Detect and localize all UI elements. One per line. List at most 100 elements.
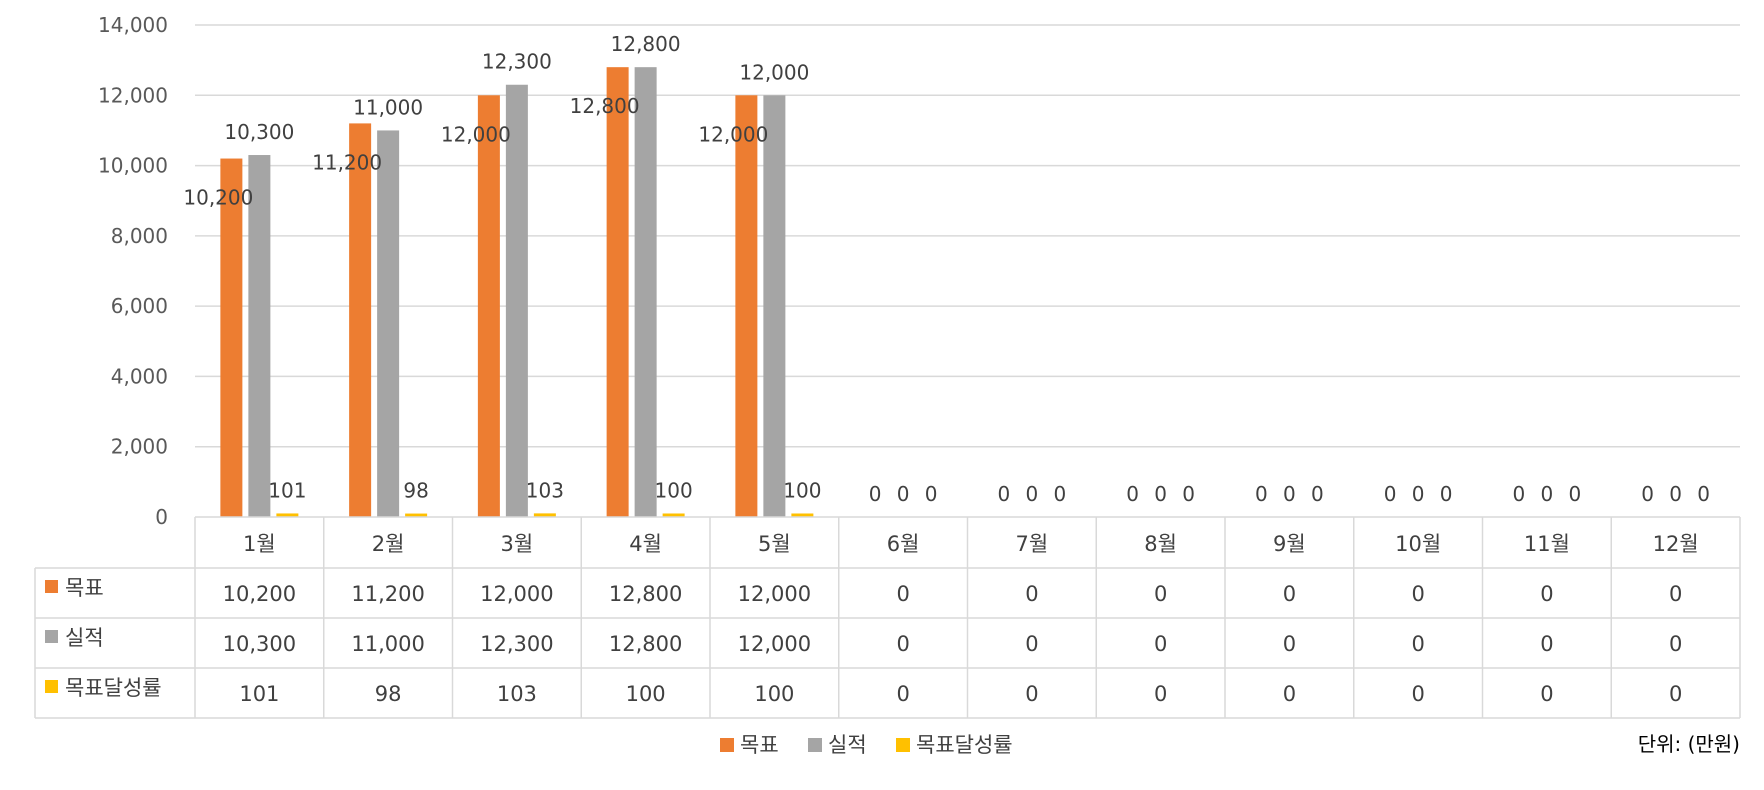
- bar: [248, 155, 271, 517]
- table-cell: 12,300: [480, 632, 553, 656]
- data-labels: 10,200 10,300 101 11,200 11,000 98 12,000 12,30…: [183, 32, 1710, 506]
- y-tick-label: 6,000: [111, 294, 168, 318]
- table-legend-key: [45, 680, 58, 693]
- data-label: 0: [998, 482, 1011, 506]
- table-category-label: 9월: [1273, 532, 1306, 556]
- data-label: 0: [1697, 482, 1710, 506]
- bar: [533, 513, 556, 517]
- bar: [505, 84, 528, 517]
- table-cell: 0: [1669, 632, 1682, 656]
- table-cell: 100: [754, 682, 794, 706]
- bar: [791, 513, 814, 517]
- table-category-label: 1월: [243, 532, 276, 556]
- bar: [477, 95, 500, 518]
- table-category-label: 8월: [1144, 532, 1177, 556]
- data-label: 0: [1026, 482, 1039, 506]
- table-series-name: 목표: [65, 576, 104, 600]
- data-label: 12,000: [698, 122, 768, 146]
- data-label: 0: [1440, 482, 1453, 506]
- table-category-label: 3월: [501, 532, 534, 556]
- table-cell: 11,200: [351, 582, 424, 606]
- data-label: 0: [1182, 482, 1195, 506]
- y-axis-ticks: 0 2,000 4,000 6,000 8,000 10,000 12,000 14,000: [98, 13, 168, 529]
- table-category-label: 10월: [1395, 532, 1441, 556]
- table-cell: 0: [1669, 582, 1682, 606]
- table-series-name: 실적: [65, 626, 104, 650]
- table-category-label: 7월: [1016, 532, 1049, 556]
- data-label: 98: [403, 479, 428, 503]
- table-cell: 0: [896, 632, 909, 656]
- table-cell: 0: [1283, 682, 1296, 706]
- table-cell: 0: [1154, 582, 1167, 606]
- bar: [276, 513, 299, 517]
- bar: [377, 130, 400, 517]
- legend-key: [808, 738, 822, 752]
- table-cell: 0: [1025, 582, 1038, 606]
- data-label: 0: [1384, 482, 1397, 506]
- data-label: 0: [869, 482, 882, 506]
- data-label: 100: [655, 478, 693, 502]
- data-label: 0: [1154, 482, 1167, 506]
- table-cell: 0: [1283, 632, 1296, 656]
- table-cell: 0: [1025, 682, 1038, 706]
- table-cell: 12,000: [738, 632, 811, 656]
- data-label: 0: [925, 482, 938, 506]
- table-cell: 0: [1540, 632, 1553, 656]
- table-cell: 0: [896, 582, 909, 606]
- data-label: 0: [897, 482, 910, 506]
- table-category-label: 12월: [1653, 532, 1699, 556]
- data-label: 12,800: [570, 94, 640, 118]
- table-cell: 0: [1411, 632, 1424, 656]
- bar: [606, 67, 629, 518]
- data-label: 12,000: [441, 122, 511, 146]
- table-category-label: 11월: [1524, 532, 1570, 556]
- data-label: 0: [1541, 482, 1554, 506]
- table-category-label: 2월: [372, 532, 405, 556]
- y-tick-label: 8,000: [111, 224, 168, 248]
- legend: 목표 실적 목표달성률: [720, 733, 1013, 757]
- y-tick-label: 0: [155, 505, 168, 529]
- y-tick-label: 4,000: [111, 364, 168, 388]
- table-cell: 101: [239, 682, 279, 706]
- data-label: 0: [1669, 482, 1682, 506]
- table-cell: 12,000: [738, 582, 811, 606]
- table-cell: 0: [1154, 632, 1167, 656]
- table-cell: 0: [1540, 682, 1553, 706]
- table-cell: 10,200: [223, 582, 296, 606]
- data-label: 12,300: [482, 50, 552, 74]
- table-cell: 0: [1411, 682, 1424, 706]
- data-label: 0: [1054, 482, 1067, 506]
- data-label: 0: [1412, 482, 1425, 506]
- table-cell: 0: [1669, 682, 1682, 706]
- legend-label: 목표달성률: [916, 733, 1013, 757]
- table-legend-key: [45, 630, 58, 643]
- table-cell: 0: [1540, 582, 1553, 606]
- legend-key: [896, 738, 910, 752]
- table-cell: 0: [1154, 682, 1167, 706]
- legend-label: 실적: [828, 733, 867, 757]
- data-label: 12,000: [739, 60, 809, 84]
- unit-label: 단위: (만원): [1638, 732, 1740, 756]
- table-cell: 0: [1411, 582, 1424, 606]
- bar: [763, 95, 786, 518]
- table-cell: 100: [626, 682, 666, 706]
- table-legend-key: [45, 580, 58, 593]
- legend-key: [720, 738, 734, 752]
- table-cell: 0: [896, 682, 909, 706]
- table-cell: 98: [375, 682, 402, 706]
- y-tick-label: 14,000: [98, 13, 168, 37]
- data-label: 0: [1255, 482, 1268, 506]
- data-label: 0: [1283, 482, 1296, 506]
- table-cell: 10,300: [223, 632, 296, 656]
- table-cell: 0: [1283, 582, 1296, 606]
- data-label: 0: [1569, 482, 1582, 506]
- table-cell: 103: [497, 682, 537, 706]
- y-tick-label: 12,000: [98, 83, 168, 107]
- data-label: 0: [1513, 482, 1526, 506]
- data-label: 100: [783, 478, 821, 502]
- table-cell: 12,800: [609, 632, 682, 656]
- gridlines: [195, 24, 1740, 448]
- data-label: 11,200: [312, 150, 382, 174]
